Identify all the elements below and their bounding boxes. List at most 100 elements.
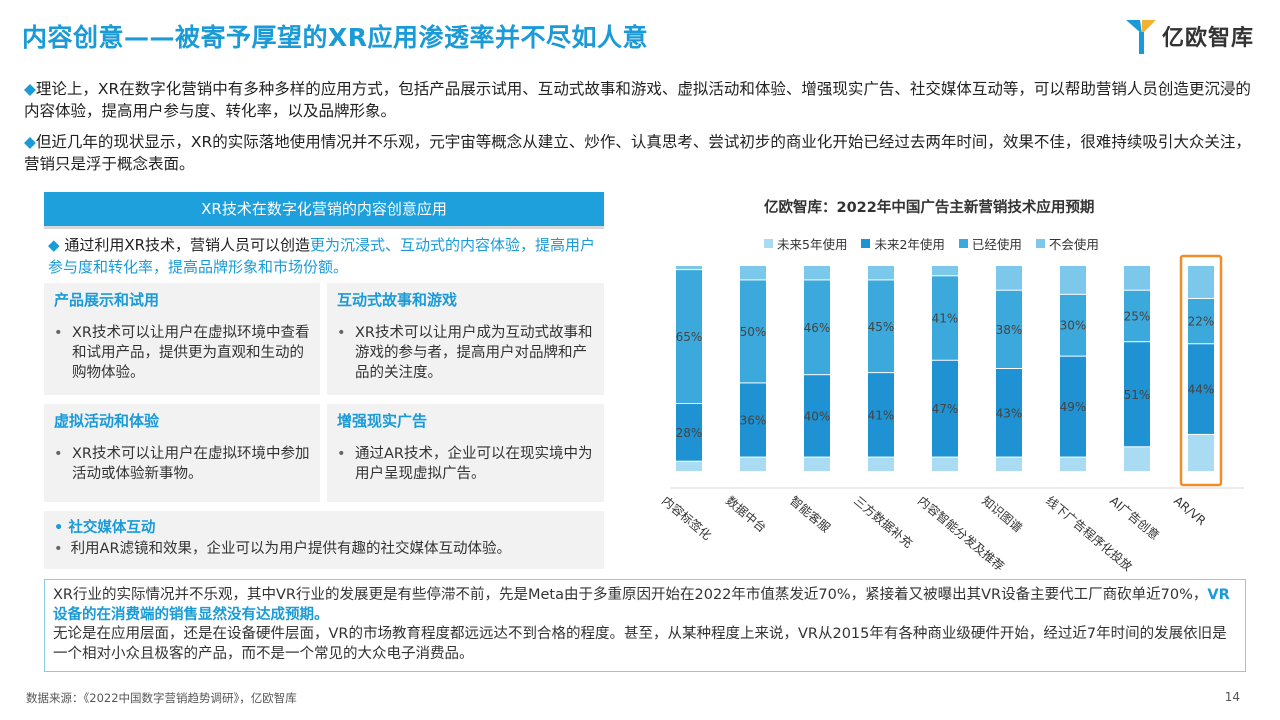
legend-swatch (1035, 239, 1045, 248)
card-title: 互动式故事和游戏 (337, 291, 458, 309)
legend-swatch (764, 239, 773, 248)
bar-segment (804, 375, 830, 457)
paragraph-reality: ◆但近几年的现状显示，XR的实际落地使用情况并不乐观，元宇宙等概念从建立、炒作、… (24, 131, 1256, 175)
card-ar-ads: 增强现实广告 • 通过AR技术，企业可以在现实境中为用户呈现虚拟广告。 (327, 404, 604, 502)
bar-segment (868, 457, 894, 471)
legend-swatch (861, 239, 871, 248)
category-tick-label: AR/VR (1171, 494, 1208, 529)
bullet-dot-icon: • (54, 325, 63, 341)
bar-segment (676, 266, 702, 270)
paragraph-reality-text: 但近几年的现状显示，XR的实际落地使用情况并不乐观，元宇宙等概念从建立、炒作、认… (24, 133, 1251, 173)
bar-segment (1060, 457, 1086, 471)
social-title-text: 社交媒体互动 (68, 520, 156, 536)
bar-segment (676, 461, 702, 471)
paragraph-theory: ◆理论上，XR在数字化营销中有多种多样的应用方式，包括产品展示试用、互动式故事和… (24, 78, 1256, 122)
bar-segment (868, 266, 894, 280)
bar-segment (1124, 342, 1150, 447)
card-social-media: • 社交媒体互动 • 利用AR滤镜和效果，企业可以为用户提供有趣的社交媒体互动体验… (44, 511, 604, 569)
bar-data-label: 30% (1060, 319, 1087, 333)
bar-segment (804, 266, 830, 280)
bar-segment (676, 270, 702, 404)
stacked-bar-chart: 28% 65% 内容标签化 36% 50% 数据中台 40% 46% 智能客服 41% 45% 三方数… (659, 254, 1244, 574)
page-title: 内容创意——被寄予厚望的XR应用渗透率并不尽如人意 (22, 23, 649, 52)
bar-segment (868, 280, 894, 373)
bar-data-label: 43% (996, 406, 1023, 420)
card-virtual-event: 虚拟活动和体验 • XR技术可以让用户在虚拟环境中参加活动或体验新事物。 (44, 404, 320, 502)
card-title: 增强现实广告 (337, 412, 428, 430)
card-body: • 通过AR技术，企业可以在现实境中为用户呈现虚拟广告。 (337, 444, 595, 484)
bar-segment (1060, 266, 1086, 294)
category-tick-label: 数据中台 (723, 493, 769, 535)
bar-data-label: 46% (804, 321, 831, 335)
card-body-text: XR技术可以让用户成为互动式故事和游戏的参与者，提高用户对品牌和产品的关注度。 (355, 325, 593, 381)
card-interactive-story: 互动式故事和游戏 • XR技术可以让用户成为互动式故事和游戏的参与者，提高用户对品… (327, 283, 604, 395)
chart-title: 亿欧智库：2022年中国广告主新营销技术应用预期 (764, 200, 1095, 216)
bar-segment (996, 290, 1022, 368)
diamond-bullet-icon: ◆ (24, 133, 36, 151)
chart-legend: 未来5年使用 未来2年使用 已经使用 不会使用 (764, 234, 1099, 253)
bar-data-label: 50% (740, 325, 767, 339)
bar-data-label: 47% (932, 402, 959, 416)
category-tick-label: 智能客服 (787, 493, 833, 535)
data-source: 数据来源：《2022中国数字营销趋势调研》，亿欧智库 (26, 691, 297, 705)
bar-segment (1188, 344, 1214, 434)
bar-data-label: 41% (932, 312, 959, 326)
bar-segment (1188, 298, 1214, 344)
social-body-text: 利用AR滤镜和效果，企业可以为用户提供有趣的社交媒体互动体验。 (70, 541, 512, 557)
bar-segment (676, 404, 702, 461)
bar-data-label: 45% (868, 320, 895, 334)
bar-segment (932, 457, 958, 471)
card-body-text: XR技术可以让用户在虚拟环境中参加活动或体验新事物。 (72, 446, 310, 482)
bar-segment (932, 360, 958, 457)
bar-segment (996, 369, 1022, 457)
legend-item: 未来2年使用 (861, 234, 945, 253)
diamond-bullet-icon: ◆ (48, 236, 65, 254)
legend-item: 未来5年使用 (764, 234, 847, 253)
summary-highlight: VR设备的在消费端的销售显然没有达成预期。 (53, 587, 1230, 623)
legend-label: 已经使用 (971, 237, 1022, 252)
card-title: 产品展示和试用 (54, 291, 160, 309)
bullet-dot-icon: • (54, 541, 63, 557)
legend-label: 不会使用 (1048, 237, 1099, 252)
bar-segment (868, 373, 894, 457)
legend-item: 已经使用 (958, 234, 1022, 253)
bar-segment (804, 457, 830, 471)
bar-segment (740, 266, 766, 280)
bar-segment (1188, 434, 1214, 471)
bar-data-label: 65% (676, 330, 703, 344)
summary-text-1: XR行业的实际情况并不乐观，其中VR行业的发展更是有些停滞不前，先是Meta由于… (53, 587, 1208, 603)
bar-segment (1060, 294, 1086, 356)
card-title: • 社交媒体互动 (54, 516, 155, 537)
bar-segment (1124, 266, 1150, 290)
card-body: • XR技术可以让用户在虚拟环境中查看和试用产品，提供更为直观和生动的购物体验。 (54, 323, 312, 383)
card-body-text: XR技术可以让用户在虚拟环境中查看和试用产品，提供更为直观和生动的购物体验。 (72, 325, 310, 381)
bar-data-label: 40% (804, 409, 831, 423)
bar-segment (740, 280, 766, 383)
bar-data-label: 28% (676, 426, 703, 440)
bullet-dot-icon: • (337, 446, 346, 462)
bar-segment (1060, 356, 1086, 457)
brand-logo: 亿欧智库 (1124, 16, 1254, 56)
card-body: • XR技术可以让用户成为互动式故事和游戏的参与者，提高用户对品牌和产品的关注度。 (337, 323, 595, 383)
bar-segment (1124, 447, 1150, 471)
bar-segment (1188, 266, 1214, 298)
card-body: • 利用AR滤镜和效果，企业可以为用户提供有趣的社交媒体互动体验。 (54, 537, 511, 558)
bar-segment (996, 457, 1022, 471)
bar-segment (804, 280, 830, 375)
legend-label: 未来5年使用 (777, 237, 848, 252)
card-title: 虚拟活动和体验 (54, 412, 160, 430)
category-tick-label: 知识图谱 (979, 494, 1025, 536)
legend-item: 不会使用 (1035, 234, 1099, 253)
summary-box: XR行业的实际情况并不乐观，其中VR行业的发展更是有些停滞不前，先是Meta由于… (44, 579, 1246, 672)
paragraph-theory-text: 理论上，XR在数字化营销中有多种多样的应用方式，包括产品展示试用、互动式故事和游… (24, 80, 1251, 120)
bar-data-label: 25% (1124, 309, 1151, 323)
bar-data-label: 51% (1124, 388, 1151, 402)
bar-segment (932, 266, 958, 276)
legend-swatch (958, 239, 968, 248)
diamond-bullet-icon: ◆ (24, 80, 36, 98)
card-body-text: 通过AR技术，企业可以在现实境中为用户呈现虚拟广告。 (355, 446, 593, 482)
bar-segment (740, 457, 766, 471)
legend-label: 未来2年使用 (874, 237, 945, 252)
bullet-dot-icon: • (54, 520, 69, 536)
brand-logo-icon (1125, 20, 1156, 54)
